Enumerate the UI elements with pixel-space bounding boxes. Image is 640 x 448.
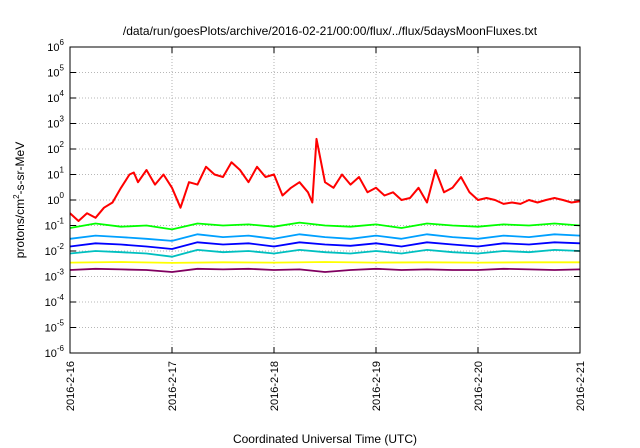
series-line-1 — [69, 137, 581, 222]
series-line-4 — [69, 241, 581, 250]
y-tick-label: 101 — [47, 166, 64, 182]
x-tick-label: 2016-2-18 — [269, 361, 281, 411]
y-tick-label: 10-3 — [45, 268, 65, 284]
y-axis-label-post: -s-sr-MeV — [13, 142, 27, 195]
x-axis-label: Coordinated Universal Time (UTC) — [233, 432, 417, 446]
x-tick-label: 2016-2-21 — [575, 361, 587, 411]
y-tick-label: 105 — [47, 64, 64, 80]
x-tick-label: 2016-2-19 — [371, 361, 383, 411]
y-tick-label: 106 — [47, 38, 64, 54]
x-tick-label: 2016-2-17 — [167, 361, 179, 411]
y-tick-label: 104 — [47, 89, 64, 105]
y-axis-label-sup: 2 — [12, 194, 21, 199]
series-group — [69, 137, 581, 273]
chart-title: /data/run/goesPlots/archive/2016-02-21/0… — [123, 24, 538, 38]
y-axis: 10-6 10-5 10-4 10-3 10-2 10-1 100 101 102 103 104 1… — [45, 38, 580, 360]
y-tick-label: 10-1 — [45, 217, 65, 233]
grid — [70, 47, 580, 353]
y-axis-label-pre: protons/cm — [13, 199, 27, 258]
y-tick-label: 102 — [47, 140, 64, 156]
x-axis: 2016-2-16 2016-2-17 2016-2-18 2016-2-19 2016… — [65, 47, 587, 411]
series-line-2 — [69, 221, 581, 231]
y-tick-label: 10-5 — [45, 319, 65, 335]
series-line-7 — [69, 267, 581, 273]
x-tick-label: 2016-2-20 — [473, 361, 485, 411]
series-line-3 — [69, 233, 581, 242]
y-tick-label: 10-6 — [45, 344, 65, 360]
series-line-5 — [69, 248, 581, 258]
series-line-6 — [69, 261, 580, 264]
y-axis-label: protons/cm2-s-sr-MeV — [12, 142, 27, 258]
y-tick-label: 103 — [47, 115, 64, 131]
y-tick-label: 100 — [47, 191, 64, 207]
y-tick-label: 10-4 — [45, 293, 65, 309]
y-tick-label: 10-2 — [45, 242, 65, 258]
x-tick-label: 2016-2-16 — [65, 361, 77, 411]
